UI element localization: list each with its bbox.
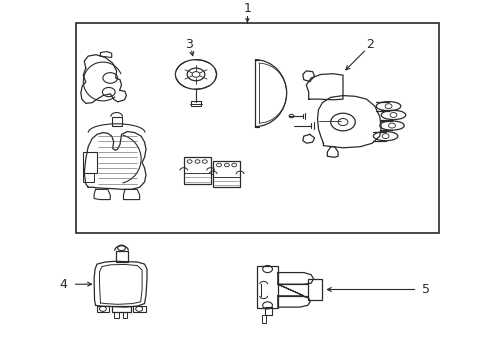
Bar [83, 173, 94, 182]
Text: 1: 1 [244, 1, 251, 14]
Text: 3: 3 [185, 38, 193, 51]
Bar [114, 312, 119, 318]
Bar [133, 306, 146, 312]
Bar [116, 251, 128, 262]
Text: 2: 2 [366, 38, 374, 51]
Bar [122, 312, 127, 318]
Bar [191, 101, 201, 106]
Bar [76, 23, 439, 233]
Bar [83, 152, 97, 173]
Bar [112, 306, 131, 312]
Bar [257, 266, 278, 308]
Text: 4: 4 [60, 278, 68, 291]
Text: 5: 5 [422, 283, 430, 296]
Bar [265, 307, 272, 315]
Bar [308, 279, 322, 300]
Bar [184, 157, 211, 184]
Bar [262, 315, 266, 323]
Bar [112, 117, 122, 126]
Bar [213, 161, 240, 187]
Bar [97, 306, 109, 312]
